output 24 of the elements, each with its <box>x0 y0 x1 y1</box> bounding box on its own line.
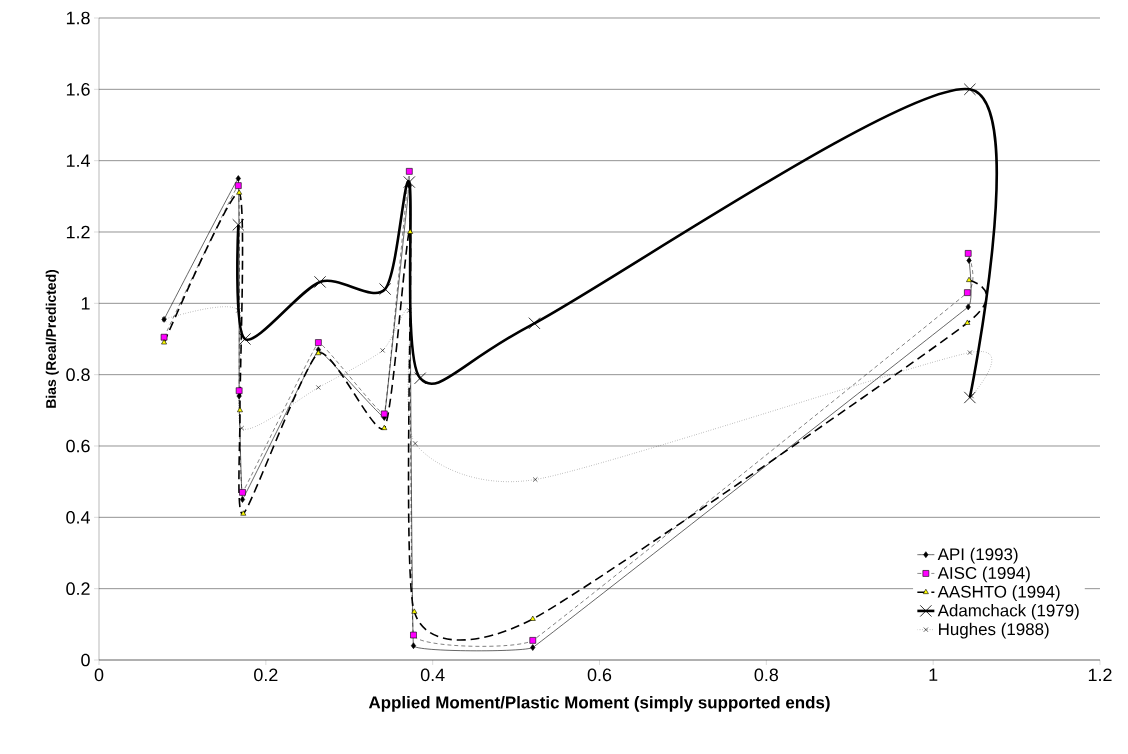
y-tick-label: 0.6 <box>66 439 90 453</box>
x-tick-label: 0.4 <box>420 668 445 682</box>
legend-label: Hughes (1988) <box>939 622 1049 639</box>
y-tick-label: 1.4 <box>66 154 90 167</box>
x-tick-label: 0 <box>94 668 104 682</box>
x-tick-label: 1 <box>929 668 938 681</box>
y-tick-label: 0.4 <box>66 510 90 524</box>
legend-label: API (1993) <box>937 547 1018 564</box>
x-tick-label: 0.8 <box>754 668 779 682</box>
legend-label: AISC (1994) <box>937 566 1030 583</box>
y-tick-label: 0.8 <box>66 368 90 382</box>
legend-label: AASHTO (1994) <box>937 585 1060 602</box>
y-tick-label: 1.8 <box>66 11 90 25</box>
y-tick-label: 0 <box>81 653 90 667</box>
x-axis-title: Applied Moment/Plastic Moment (simply supported ends) <box>368 696 830 712</box>
y-tick-label: 1 <box>81 297 90 310</box>
y-tick-label: 1.2 <box>66 225 90 239</box>
y-tick-label: 0.2 <box>66 582 90 596</box>
x-tick-label: 0.2 <box>254 668 278 682</box>
x-tick-label: 1.2 <box>1088 668 1112 682</box>
x-tick-label: 0.6 <box>587 668 612 682</box>
legend-label: Adamchack (1979) <box>937 604 1079 620</box>
y-axis-title: Bias (Real/Predicted) <box>45 269 59 408</box>
y-tick-label: 1.6 <box>66 82 90 96</box>
